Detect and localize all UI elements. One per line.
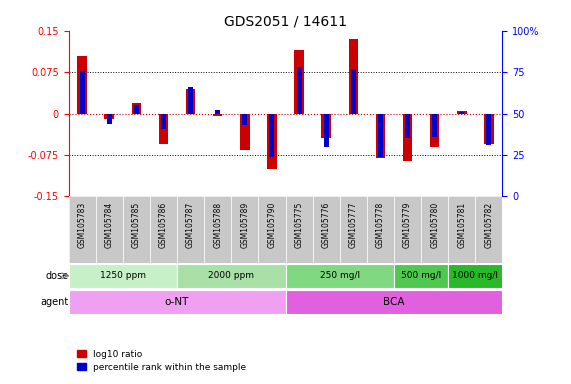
Bar — [376, 114, 385, 158]
Text: dose: dose — [46, 271, 69, 281]
Bar — [161, 114, 166, 129]
FancyBboxPatch shape — [394, 264, 448, 288]
Bar — [457, 111, 467, 114]
FancyBboxPatch shape — [313, 197, 340, 263]
Bar — [484, 114, 494, 144]
Bar — [430, 114, 440, 147]
Bar — [378, 114, 383, 157]
Text: GSM105778: GSM105778 — [376, 202, 385, 248]
Bar — [79, 71, 85, 114]
FancyBboxPatch shape — [367, 197, 394, 263]
Text: GSM105775: GSM105775 — [295, 202, 304, 248]
Bar — [107, 114, 112, 124]
Bar — [104, 114, 114, 119]
Text: GSM105789: GSM105789 — [240, 202, 250, 248]
FancyBboxPatch shape — [204, 197, 231, 263]
Bar — [294, 50, 304, 114]
Text: GSM105784: GSM105784 — [104, 202, 114, 248]
Text: GSM105781: GSM105781 — [457, 202, 467, 248]
FancyBboxPatch shape — [177, 264, 286, 288]
FancyBboxPatch shape — [69, 264, 177, 288]
Text: GSM105782: GSM105782 — [484, 202, 493, 248]
Text: GSM105785: GSM105785 — [132, 202, 141, 248]
Bar — [351, 69, 356, 114]
Text: 1000 mg/l: 1000 mg/l — [452, 271, 498, 280]
Bar — [77, 56, 87, 114]
FancyBboxPatch shape — [448, 197, 475, 263]
Title: GDS2051 / 14611: GDS2051 / 14611 — [224, 14, 347, 28]
Bar — [215, 110, 220, 114]
Text: GSM105776: GSM105776 — [321, 202, 331, 248]
Bar — [131, 103, 141, 114]
FancyBboxPatch shape — [96, 197, 123, 263]
FancyBboxPatch shape — [69, 197, 96, 263]
Text: GSM105780: GSM105780 — [430, 202, 439, 248]
Bar — [403, 114, 412, 161]
Text: GSM105787: GSM105787 — [186, 202, 195, 248]
Text: GSM105783: GSM105783 — [78, 202, 87, 248]
Bar — [459, 112, 464, 114]
Text: agent: agent — [41, 297, 69, 307]
FancyBboxPatch shape — [231, 197, 258, 263]
Bar — [324, 114, 329, 147]
Text: BCA: BCA — [383, 297, 405, 307]
Bar — [188, 87, 193, 114]
Text: 1250 ppm: 1250 ppm — [100, 271, 146, 280]
Bar — [348, 39, 358, 114]
FancyBboxPatch shape — [286, 197, 313, 263]
Bar — [159, 114, 168, 144]
Bar — [432, 114, 437, 137]
Text: GSM105779: GSM105779 — [403, 202, 412, 248]
Bar — [240, 114, 250, 149]
FancyBboxPatch shape — [340, 197, 367, 263]
Bar — [296, 67, 301, 114]
FancyBboxPatch shape — [258, 197, 286, 263]
Bar — [270, 114, 275, 157]
Bar — [267, 114, 277, 169]
Text: 500 mg/l: 500 mg/l — [401, 271, 441, 280]
Text: 250 mg/l: 250 mg/l — [320, 271, 360, 280]
Text: 2000 ppm: 2000 ppm — [208, 271, 254, 280]
FancyBboxPatch shape — [177, 197, 204, 263]
FancyBboxPatch shape — [69, 290, 286, 314]
FancyBboxPatch shape — [286, 290, 502, 314]
FancyBboxPatch shape — [421, 197, 448, 263]
Text: o-NT: o-NT — [165, 297, 189, 307]
Bar — [134, 105, 139, 114]
Bar — [321, 114, 331, 139]
FancyBboxPatch shape — [123, 197, 150, 263]
FancyBboxPatch shape — [286, 264, 394, 288]
Bar — [242, 114, 247, 125]
Text: GSM105777: GSM105777 — [349, 202, 358, 248]
FancyBboxPatch shape — [448, 264, 502, 288]
Text: GSM105786: GSM105786 — [159, 202, 168, 248]
Bar — [213, 114, 223, 116]
Bar — [405, 114, 410, 139]
FancyBboxPatch shape — [475, 197, 502, 263]
FancyBboxPatch shape — [394, 197, 421, 263]
Text: GSM105788: GSM105788 — [213, 202, 222, 248]
Legend: log10 ratio, percentile rank within the sample: log10 ratio, percentile rank within the … — [73, 346, 250, 376]
Text: GSM105790: GSM105790 — [267, 202, 276, 248]
Bar — [486, 114, 492, 145]
FancyBboxPatch shape — [150, 197, 177, 263]
Bar — [186, 89, 195, 114]
